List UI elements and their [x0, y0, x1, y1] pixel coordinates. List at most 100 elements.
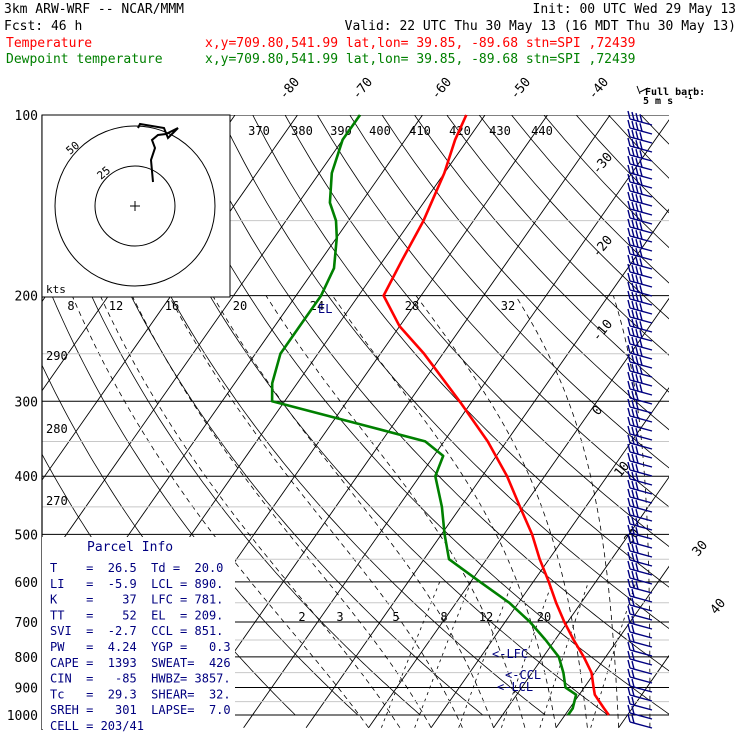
parcel-info-panel: Parcel Info T = 26.5 Td = 20.0 LI = -5.9 …	[42, 537, 235, 733]
lcl-label: <-LCL	[497, 680, 533, 694]
model-title: 3km ARW-WRF -- NCAR/MMM	[4, 2, 184, 17]
theta-e-label: 410	[409, 124, 431, 138]
theta-e-label: 380	[291, 124, 313, 138]
top-axis-label: 24	[310, 299, 324, 313]
top-axis-label: 28	[405, 299, 419, 313]
wind-barb	[627, 551, 653, 567]
legend-dewpoint-info: x,y=709.80,541.99 lat,lon= 39.85, -89.68…	[205, 52, 635, 67]
wind-barb	[627, 371, 653, 387]
wind-barb	[627, 650, 653, 666]
pressure-tick-label: 100	[15, 109, 38, 124]
pressure-tick-label: 700	[15, 616, 38, 631]
pressure-tick-label: 800	[15, 651, 38, 666]
wind-barb	[627, 479, 653, 495]
wind-barb	[627, 146, 653, 162]
wind-barb	[627, 695, 653, 711]
wind-barb	[627, 533, 653, 549]
wind-barb	[627, 110, 653, 126]
isotherm-tick-label: -60	[429, 75, 456, 103]
pressure-tick-label: 1000	[7, 709, 38, 724]
mixing-ratio-label: 20	[537, 610, 551, 624]
wind-barb	[627, 497, 653, 513]
wind-barb	[627, 623, 653, 639]
el-label: EL	[318, 302, 332, 316]
dry-adiabat-line	[284, 115, 669, 548]
moist-adiabat-line	[681, 296, 694, 728]
wind-barb	[627, 128, 653, 144]
mixing-ratio-label: 5	[392, 610, 399, 624]
barb-legend-exponent: -1	[684, 93, 692, 101]
lfc-label: <-LFC	[492, 647, 528, 661]
hodograph-units: kts	[46, 283, 66, 296]
wind-barb	[627, 398, 653, 414]
mixing-ratio-label: 3	[336, 610, 343, 624]
wind-barb	[627, 407, 653, 423]
isotherm-tick-label: -20	[590, 233, 617, 261]
isotherm-line	[493, 476, 669, 728]
wind-barb	[627, 173, 653, 189]
theta-label: 270	[46, 494, 68, 508]
parcel-info-title: Parcel Info	[87, 540, 173, 555]
moist-adiabat-line	[212, 295, 494, 728]
parcel-info-row: TT = 52 EL = 209.	[50, 608, 223, 622]
wind-barb	[627, 587, 653, 603]
isotherm-tick-label: -50	[508, 75, 535, 103]
barb-legend-unit: 5 m s	[643, 96, 673, 107]
top-axis-label: 20	[233, 299, 247, 313]
wind-barb	[627, 227, 653, 243]
wind-barb	[627, 164, 653, 180]
legend-temperature-info: x,y=709.80,541.99 lat,lon= 39.85, -89.68…	[205, 36, 635, 51]
pressure-tick-label: 300	[15, 395, 38, 410]
mixing-ratio-line	[381, 581, 441, 728]
wind-barb	[627, 596, 653, 612]
wind-barb	[627, 236, 653, 252]
isotherm-tick-label: -40	[586, 75, 613, 103]
wind-barb	[627, 380, 653, 396]
wind-barb	[627, 560, 653, 576]
wind-barb	[627, 524, 653, 540]
isotherm-tick-label: -80	[277, 75, 304, 103]
isotherm-line	[42, 115, 361, 571]
isotherm-tick-label: -30	[590, 150, 617, 178]
isotherm-tick-label: -10	[590, 317, 617, 345]
theta-e-label: 400	[369, 124, 391, 138]
wind-barb	[627, 272, 653, 288]
wind-barb	[627, 290, 653, 306]
wind-barb	[627, 344, 653, 360]
dry-adiabat-line	[673, 115, 740, 715]
theta-e-label: 440	[531, 124, 553, 138]
theta-e-label: 430	[489, 124, 511, 138]
wind-barb	[627, 605, 653, 621]
moist-adiabat-line	[99, 295, 401, 728]
mixing-ratio-label: 2	[298, 610, 305, 624]
wind-barb	[627, 299, 653, 315]
moist-adiabat-line	[71, 295, 369, 728]
forecast-hour: Fcst: 46 h	[4, 19, 82, 34]
wind-barb	[627, 641, 653, 657]
dry-adiabat-line	[220, 115, 669, 629]
wind-barb	[627, 389, 653, 405]
parcel-info-row: SVI = -2.7 CCL = 851.	[50, 624, 223, 638]
theta-e-label: 370	[248, 124, 270, 138]
mixing-ratio-line	[539, 581, 589, 728]
wind-barb	[627, 542, 653, 558]
barb-legend-title: Full barb:	[645, 87, 705, 98]
valid-time: Valid: 22 UTC Thu 30 May 13 (16 MDT Thu …	[345, 19, 736, 34]
top-axis-label: 16	[165, 299, 179, 313]
dewpoint-line	[270, 114, 578, 716]
mixing-ratio-label: 12	[479, 610, 493, 624]
wind-barb	[627, 506, 653, 522]
pressure-axis: 100 200 300 400 500 600 700 800 900 1000	[7, 109, 38, 724]
mixing-ratio-line	[501, 581, 553, 728]
isotherm-tick-label: 0	[590, 403, 607, 419]
dry-adiabat-line	[414, 115, 669, 393]
wind-barb	[627, 434, 653, 450]
wind-barb	[627, 443, 653, 459]
parcel-info-row: SREH = 301 LAPSE= 7.0	[50, 703, 231, 717]
wind-barb	[627, 191, 653, 207]
parcel-info-row: Tc = 29.3 SHEAR= 32.	[50, 687, 231, 701]
wind-barb	[627, 677, 653, 693]
hodograph: 25 50 kts	[41, 114, 231, 298]
wind-barb	[627, 614, 653, 630]
